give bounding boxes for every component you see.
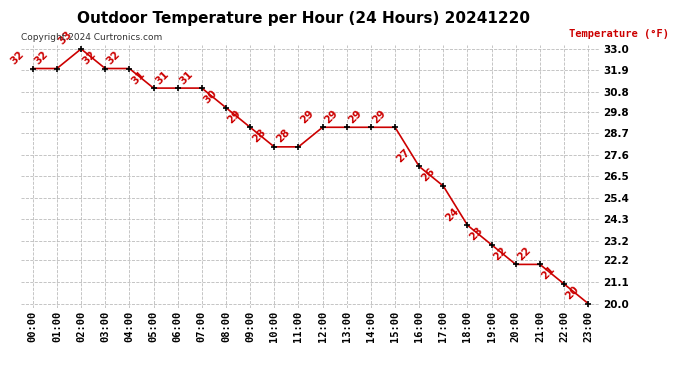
Text: 29: 29 xyxy=(298,108,315,125)
Text: 22: 22 xyxy=(491,245,509,262)
Text: 32: 32 xyxy=(8,49,26,66)
Text: 29: 29 xyxy=(371,108,388,125)
Text: 26: 26 xyxy=(419,166,436,184)
Text: 33: 33 xyxy=(57,29,74,47)
Text: 28: 28 xyxy=(250,128,267,145)
Text: Copyright 2024 Curtronics.com: Copyright 2024 Curtronics.com xyxy=(21,33,162,42)
Text: 29: 29 xyxy=(322,108,339,125)
Text: 32: 32 xyxy=(81,49,98,66)
Text: 32: 32 xyxy=(32,49,50,66)
Text: 22: 22 xyxy=(515,245,533,262)
Text: 24: 24 xyxy=(443,206,460,223)
Text: 31: 31 xyxy=(129,69,146,86)
Text: 30: 30 xyxy=(201,88,219,105)
Text: 20: 20 xyxy=(564,284,581,302)
Text: 31: 31 xyxy=(177,69,195,86)
Text: 23: 23 xyxy=(467,225,484,243)
Text: 29: 29 xyxy=(346,108,364,125)
Text: Outdoor Temperature per Hour (24 Hours) 20241220: Outdoor Temperature per Hour (24 Hours) … xyxy=(77,11,530,26)
Text: Temperature (°F): Temperature (°F) xyxy=(569,29,669,39)
Text: 29: 29 xyxy=(226,108,243,125)
Text: 27: 27 xyxy=(395,147,412,164)
Text: 28: 28 xyxy=(274,128,291,145)
Text: 21: 21 xyxy=(540,264,557,282)
Text: 31: 31 xyxy=(153,69,170,86)
Text: 32: 32 xyxy=(105,49,122,66)
